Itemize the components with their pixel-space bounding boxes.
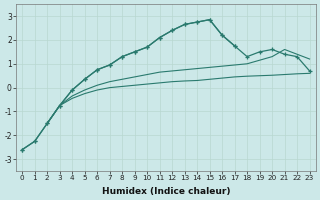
X-axis label: Humidex (Indice chaleur): Humidex (Indice chaleur) — [102, 187, 230, 196]
